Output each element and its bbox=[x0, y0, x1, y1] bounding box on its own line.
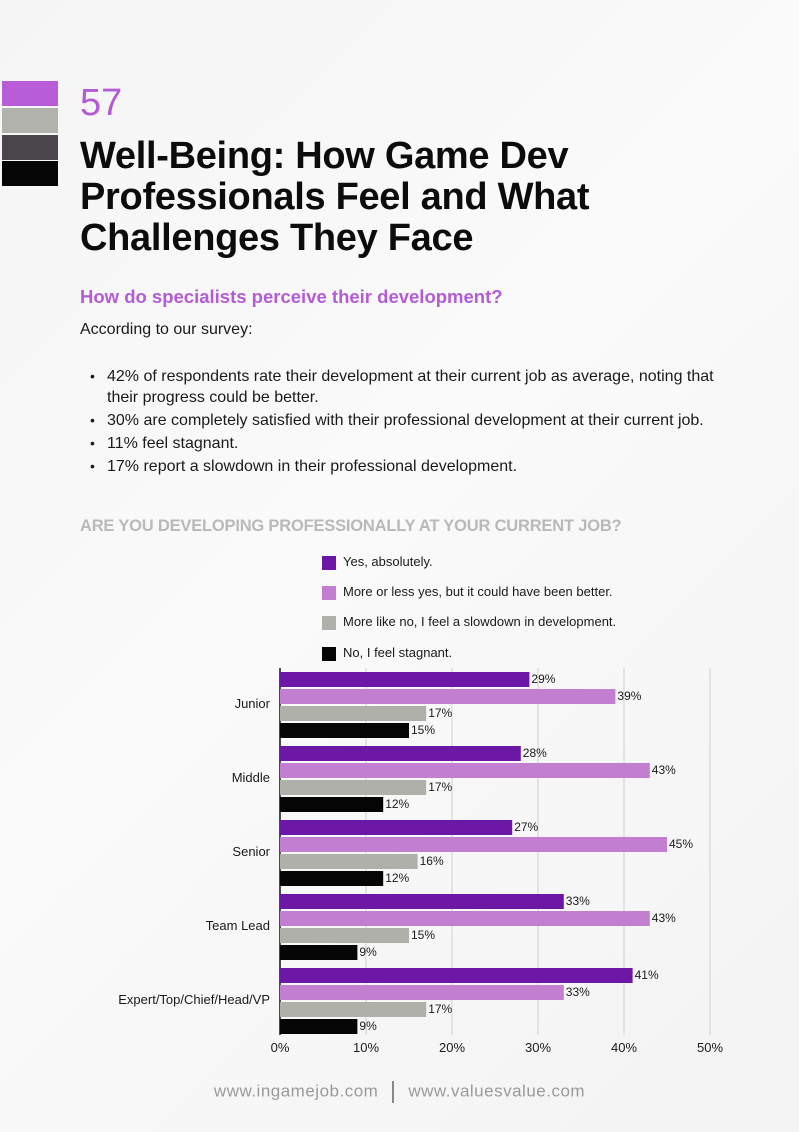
data-label: 9% bbox=[359, 945, 377, 959]
data-label: 16% bbox=[420, 854, 444, 868]
category-label: Senior bbox=[232, 844, 270, 859]
bar bbox=[280, 820, 513, 835]
page-title: Well-Being: How Game Dev Professionals F… bbox=[80, 136, 740, 259]
bar bbox=[280, 894, 564, 909]
legend-swatch bbox=[322, 586, 336, 600]
bar bbox=[280, 780, 427, 795]
intro-text: According to our survey: bbox=[80, 321, 253, 338]
bar bbox=[280, 968, 633, 983]
bar bbox=[280, 985, 564, 1000]
chart-title: ARE YOU DEVELOPING PROFESSIONALLY AT YOU… bbox=[80, 517, 622, 535]
data-label: 28% bbox=[523, 746, 547, 760]
swatch-dark-gray bbox=[2, 135, 58, 160]
bar bbox=[280, 763, 650, 778]
bar bbox=[280, 1002, 427, 1017]
category-label: Junior bbox=[235, 696, 271, 711]
bar bbox=[280, 672, 530, 687]
data-label: 41% bbox=[635, 968, 659, 982]
data-label: 27% bbox=[514, 820, 538, 834]
chart-labels: 0% 10% 20% 30% 40% 50% 29% 39% 17% 15% Junior 28% 43… bbox=[118, 672, 723, 1055]
data-label: 17% bbox=[428, 780, 452, 794]
section-heading: How do specialists perceive their develo… bbox=[80, 286, 503, 307]
data-label: 17% bbox=[428, 706, 452, 720]
data-label: 12% bbox=[385, 871, 409, 885]
bar bbox=[280, 723, 409, 738]
bar bbox=[280, 797, 384, 812]
footer-separator bbox=[392, 1081, 395, 1103]
data-label: 15% bbox=[411, 928, 435, 942]
category-label: Middle bbox=[232, 770, 270, 785]
page-title-line: Well-Being: How Game Dev bbox=[80, 135, 569, 177]
category-label: Expert/Top/Chief/Head/VP bbox=[118, 992, 270, 1007]
data-label: 33% bbox=[566, 985, 590, 999]
bar bbox=[280, 928, 409, 943]
bullet-item: 17% report a slowdown in their professio… bbox=[80, 456, 740, 477]
data-label: 33% bbox=[566, 894, 590, 908]
bar bbox=[280, 689, 616, 704]
legend-swatch bbox=[322, 616, 336, 630]
bar bbox=[280, 854, 418, 869]
data-label: 29% bbox=[531, 672, 555, 686]
footer-link-ingamejob[interactable]: www.ingamejob.com bbox=[213, 1081, 379, 1101]
data-label: 45% bbox=[669, 837, 693, 851]
footer: www.ingamejob.com www.valuesvalue.com bbox=[0, 1081, 799, 1103]
bar bbox=[280, 706, 427, 721]
bar bbox=[280, 945, 358, 960]
swatch-black bbox=[2, 161, 58, 186]
bar bbox=[280, 871, 384, 886]
x-tick-label: 30% bbox=[525, 1040, 551, 1055]
x-tick-label: 50% bbox=[697, 1040, 723, 1055]
page-title-line: Professionals Feel and What bbox=[80, 176, 590, 218]
data-label: 43% bbox=[652, 763, 676, 777]
page-title-line: Challenges They Face bbox=[80, 217, 474, 259]
bar bbox=[280, 746, 521, 761]
data-label: 39% bbox=[617, 689, 641, 703]
x-tick-label: 10% bbox=[353, 1040, 379, 1055]
page-number: 57 bbox=[80, 82, 123, 124]
bar bbox=[280, 911, 650, 926]
bullet-item: 30% are completely satisfied with their … bbox=[80, 410, 740, 431]
legend-label: No, I feel stagnant. bbox=[343, 645, 453, 660]
x-tick-label: 0% bbox=[271, 1040, 290, 1055]
data-label: 9% bbox=[359, 1019, 377, 1033]
swatch-purple bbox=[2, 81, 58, 106]
data-label: 12% bbox=[385, 797, 409, 811]
bullet-item: 42% of respondents rate their developmen… bbox=[80, 366, 740, 408]
legend-swatch bbox=[322, 556, 336, 570]
footer-link-valuesvalue[interactable]: www.valuesvalue.com bbox=[408, 1081, 586, 1101]
bullet-list: 42% of respondents rate their developmen… bbox=[80, 366, 740, 479]
x-tick-label: 40% bbox=[611, 1040, 637, 1055]
data-label: 15% bbox=[411, 723, 435, 737]
x-tick-label: 20% bbox=[439, 1040, 465, 1055]
bar bbox=[280, 837, 667, 852]
data-label: 43% bbox=[652, 911, 676, 925]
bullet-item: 11% feel stagnant. bbox=[80, 433, 740, 454]
data-label: 17% bbox=[428, 1002, 452, 1016]
bar bbox=[280, 1019, 358, 1034]
legend-label: More or less yes, but it could have been… bbox=[343, 584, 613, 599]
chart-bars bbox=[280, 672, 667, 1034]
legend-label: More like no, I feel a slowdown in devel… bbox=[343, 614, 617, 629]
legend-swatch bbox=[322, 647, 336, 661]
swatch-gray bbox=[2, 108, 58, 133]
category-label: Team Lead bbox=[206, 918, 270, 933]
legend-label: Yes, absolutely. bbox=[343, 554, 433, 569]
